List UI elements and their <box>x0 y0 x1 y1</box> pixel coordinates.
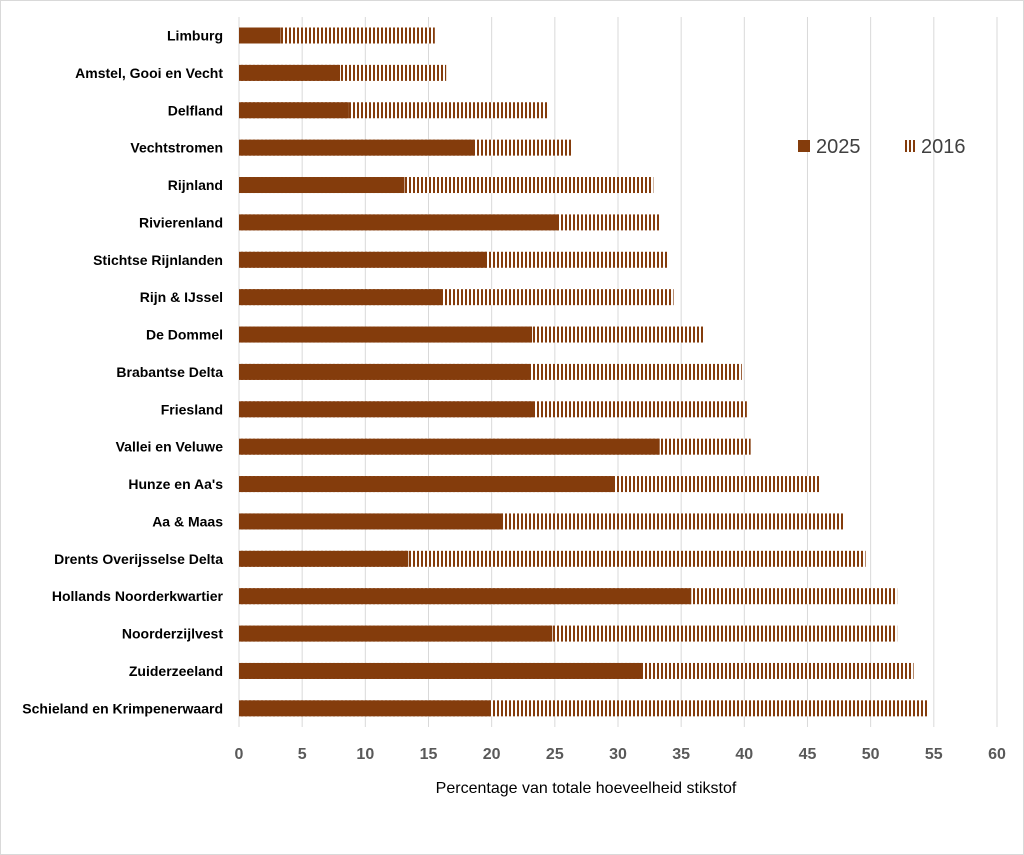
category-label: Zuiderzeeland <box>129 663 223 679</box>
x-tick-label: 40 <box>735 746 753 763</box>
bar-2025 <box>239 289 443 306</box>
x-tick-labels: 0 5 10 15 20 25 30 35 40 45 50 55 60 <box>235 746 1006 763</box>
category-label: Vallei en Veluwe <box>116 439 224 455</box>
bars <box>239 27 929 717</box>
bar-2016 <box>239 27 435 44</box>
x-tick-label: 50 <box>862 746 880 763</box>
bar-2025 <box>239 700 491 717</box>
category-label: Drents Overijsselse Delta <box>54 551 223 567</box>
category-label: Friesland <box>161 401 223 417</box>
category-label: Noorderzijlvest <box>122 626 223 642</box>
category-label: Amstel, Gooi en Vecht <box>75 65 223 81</box>
category-label: De Dommel <box>146 327 223 343</box>
x-tick-label: 20 <box>483 746 501 763</box>
category-label: Delfland <box>168 102 223 118</box>
x-tick-label: 15 <box>420 746 438 763</box>
category-labels: Limburg Amstel, Gooi en Vecht Delfland Vech… <box>22 28 223 717</box>
bar-2025 <box>239 102 349 119</box>
bar-2025 <box>239 177 405 194</box>
x-tick-label: 5 <box>298 746 307 763</box>
bar-2025 <box>239 64 341 81</box>
bar-2025 <box>239 513 504 530</box>
category-label: Brabantse Delta <box>116 364 223 380</box>
bar-2025 <box>239 438 660 455</box>
legend-swatch-2025 <box>798 140 810 152</box>
x-tick-label: 35 <box>672 746 690 763</box>
category-label: Schieland en Krimpenerwaard <box>22 700 223 716</box>
legend-label-2016: 2016 <box>921 136 966 158</box>
bar-2025 <box>239 550 409 567</box>
category-label: Limburg <box>167 28 223 44</box>
category-label: Vechtstromen <box>130 140 223 156</box>
bar-2025 <box>239 401 534 418</box>
x-tick-label: 45 <box>799 746 817 763</box>
bar-2025 <box>239 139 474 156</box>
x-tick-label: 55 <box>925 746 943 763</box>
legend-swatch-2016 <box>903 140 915 152</box>
x-tick-label: 60 <box>988 746 1006 763</box>
x-tick-label: 0 <box>235 746 244 763</box>
category-label: Hollands Noorderkwartier <box>52 588 224 604</box>
x-tick-label: 30 <box>609 746 627 763</box>
bar-2025 <box>239 27 281 44</box>
legend: 2025 2016 <box>798 136 966 158</box>
x-axis-title: Percentage van totale hoeveelheid stikst… <box>436 780 737 797</box>
bar-2025 <box>239 662 642 679</box>
x-tick-label: 10 <box>356 746 374 763</box>
category-label: Hunze en Aa's <box>128 476 223 492</box>
category-label: Stichtse Rijnlanden <box>93 252 223 268</box>
category-label: Rivierenland <box>139 214 223 230</box>
bar-2025 <box>239 214 559 231</box>
category-label: Rijnland <box>168 177 223 193</box>
bar-2025 <box>239 625 553 642</box>
legend-label-2025: 2025 <box>816 136 861 158</box>
x-tick-label: 25 <box>546 746 564 763</box>
bar-2025 <box>239 363 530 380</box>
category-label: Aa & Maas <box>152 513 223 529</box>
bar-2025 <box>239 251 487 268</box>
category-label: Rijn & IJssel <box>140 289 223 305</box>
bar-2025 <box>239 476 615 493</box>
bar-2025 <box>239 326 533 343</box>
bar-2025 <box>239 588 692 605</box>
